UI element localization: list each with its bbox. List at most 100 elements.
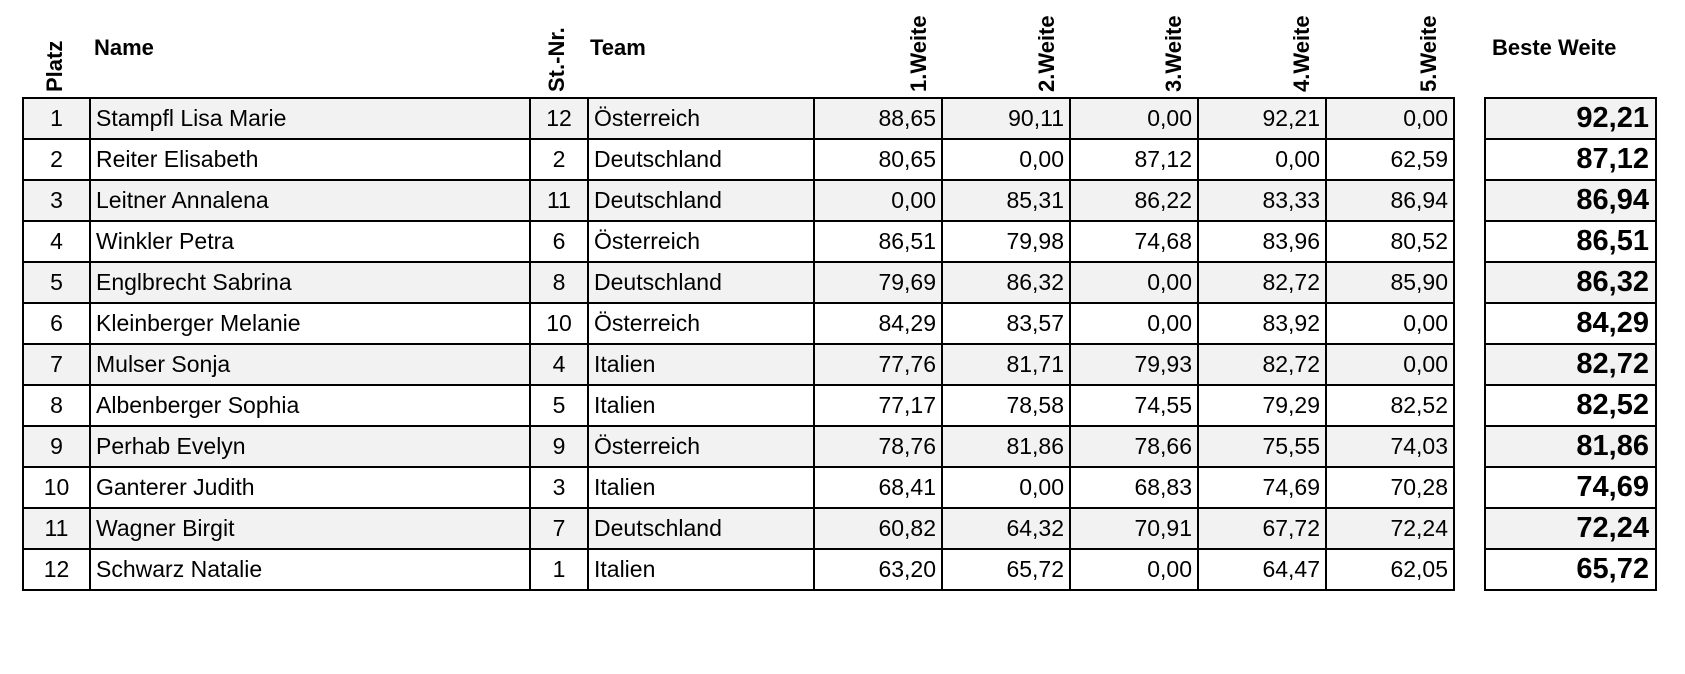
cell-team: Italien bbox=[587, 343, 815, 386]
cell-weite-3: 68,83 bbox=[1069, 466, 1199, 509]
cell-platz: 9 bbox=[22, 425, 91, 468]
table-row: 5 Englbrecht Sabrina 8 Deutschland 79,69 86,3… bbox=[22, 261, 1455, 304]
cell-platz: 4 bbox=[22, 220, 91, 263]
cell-weite-1: 86,51 bbox=[813, 220, 943, 263]
cell-weite-3: 78,66 bbox=[1069, 425, 1199, 468]
cell-team: Österreich bbox=[587, 425, 815, 468]
cell-weite-1: 60,82 bbox=[813, 507, 943, 550]
cell-weite-1: 0,00 bbox=[813, 179, 943, 222]
header-weite-3-label: 3.Weite bbox=[1161, 15, 1186, 92]
cell-team: Österreich bbox=[587, 302, 815, 345]
cell-startnummer: 7 bbox=[529, 507, 589, 550]
header-weite-2-label: 2.Weite bbox=[1034, 15, 1059, 92]
cell-team: Italien bbox=[587, 466, 815, 509]
cell-weite-3: 74,68 bbox=[1069, 220, 1199, 263]
header-platz: Platz bbox=[22, 0, 88, 96]
cell-weite-4: 83,96 bbox=[1197, 220, 1327, 263]
header-stnr-label: St.-Nr. bbox=[544, 27, 569, 92]
table-row: 12 Schwarz Natalie 1 Italien 63,20 65,72 0,00 6… bbox=[22, 548, 1455, 591]
cell-beste-weite: 84,29 bbox=[1484, 302, 1657, 345]
cell-beste-weite: 82,52 bbox=[1484, 384, 1657, 427]
cell-beste-weite: 86,32 bbox=[1484, 261, 1657, 304]
table-row: 6 Kleinberger Melanie 10 Österreich 84,29 83,… bbox=[22, 302, 1455, 345]
table-row: 10 Ganterer Judith 3 Italien 68,41 0,00 68,83 7… bbox=[22, 466, 1455, 509]
table-row: 9 Perhab Evelyn 9 Österreich 78,76 81,86 78,66… bbox=[22, 425, 1455, 468]
cell-weite-4: 82,72 bbox=[1197, 261, 1327, 304]
table-row: 11 Wagner Birgit 7 Deutschland 60,82 64,32 70,… bbox=[22, 507, 1455, 550]
cell-weite-3: 87,12 bbox=[1069, 138, 1199, 181]
cell-weite-4: 64,47 bbox=[1197, 548, 1327, 591]
cell-weite-4: 83,92 bbox=[1197, 302, 1327, 345]
cell-name: Stampfl Lisa Marie bbox=[89, 97, 531, 140]
cell-name: Perhab Evelyn bbox=[89, 425, 531, 468]
cell-name: Ganterer Judith bbox=[89, 466, 531, 509]
cell-beste-weite: 86,94 bbox=[1484, 179, 1657, 222]
cell-weite-1: 68,41 bbox=[813, 466, 943, 509]
cell-team: Italien bbox=[587, 384, 815, 427]
cell-platz: 6 bbox=[22, 302, 91, 345]
cell-name: Englbrecht Sabrina bbox=[89, 261, 531, 304]
best-row: 84,29 bbox=[1484, 302, 1657, 345]
cell-platz: 10 bbox=[22, 466, 91, 509]
cell-weite-5: 72,24 bbox=[1325, 507, 1455, 550]
cell-platz: 8 bbox=[22, 384, 91, 427]
cell-name: Leitner Annalena bbox=[89, 179, 531, 222]
cell-startnummer: 1 bbox=[529, 548, 589, 591]
header-team-label: Team bbox=[590, 35, 646, 60]
best-row: 74,69 bbox=[1484, 466, 1657, 509]
best-row: 87,12 bbox=[1484, 138, 1657, 181]
cell-weite-2: 78,58 bbox=[941, 384, 1071, 427]
cell-beste-weite: 82,72 bbox=[1484, 343, 1657, 386]
cell-startnummer: 5 bbox=[529, 384, 589, 427]
cell-weite-2: 86,32 bbox=[941, 261, 1071, 304]
cell-weite-1: 88,65 bbox=[813, 97, 943, 140]
best-row: 82,72 bbox=[1484, 343, 1657, 386]
header-weite-3: 3.Weite bbox=[1143, 0, 1205, 96]
cell-weite-5: 0,00 bbox=[1325, 97, 1455, 140]
best-row: 92,21 bbox=[1484, 97, 1657, 140]
cell-weite-3: 0,00 bbox=[1069, 97, 1199, 140]
cell-weite-1: 79,69 bbox=[813, 261, 943, 304]
cell-beste-weite: 72,24 bbox=[1484, 507, 1657, 550]
header-beste-weite: Beste Weite bbox=[1492, 0, 1685, 96]
cell-weite-2: 65,72 bbox=[941, 548, 1071, 591]
cell-name: Albenberger Sophia bbox=[89, 384, 531, 427]
results-table: 1 Stampfl Lisa Marie 12 Österreich 88,65 90,1… bbox=[22, 97, 1455, 591]
cell-team: Deutschland bbox=[587, 507, 815, 550]
cell-weite-2: 83,57 bbox=[941, 302, 1071, 345]
cell-team: Deutschland bbox=[587, 138, 815, 181]
cell-weite-4: 0,00 bbox=[1197, 138, 1327, 181]
cell-weite-4: 92,21 bbox=[1197, 97, 1327, 140]
cell-beste-weite: 81,86 bbox=[1484, 425, 1657, 468]
cell-name: Kleinberger Melanie bbox=[89, 302, 531, 345]
cell-weite-1: 77,76 bbox=[813, 343, 943, 386]
best-row: 82,52 bbox=[1484, 384, 1657, 427]
cell-startnummer: 2 bbox=[529, 138, 589, 181]
header-weite-5-label: 5.Weite bbox=[1416, 15, 1441, 92]
header-beste-weite-label: Beste Weite bbox=[1492, 35, 1617, 60]
cell-weite-1: 78,76 bbox=[813, 425, 943, 468]
best-row: 72,24 bbox=[1484, 507, 1657, 550]
table-row: 8 Albenberger Sophia 5 Italien 77,17 78,58 74,… bbox=[22, 384, 1455, 427]
table-row: 3 Leitner Annalena 11 Deutschland 0,00 85,31 8… bbox=[22, 179, 1455, 222]
cell-name: Mulser Sonja bbox=[89, 343, 531, 386]
cell-weite-5: 0,00 bbox=[1325, 343, 1455, 386]
header-weite-1: 1.Weite bbox=[888, 0, 950, 96]
cell-team: Österreich bbox=[587, 97, 815, 140]
cell-weite-5: 80,52 bbox=[1325, 220, 1455, 263]
cell-weite-2: 81,86 bbox=[941, 425, 1071, 468]
cell-weite-5: 0,00 bbox=[1325, 302, 1455, 345]
cell-weite-5: 86,94 bbox=[1325, 179, 1455, 222]
cell-weite-5: 62,05 bbox=[1325, 548, 1455, 591]
cell-weite-3: 79,93 bbox=[1069, 343, 1199, 386]
cell-name: Wagner Birgit bbox=[89, 507, 531, 550]
cell-beste-weite: 65,72 bbox=[1484, 548, 1657, 591]
cell-team: Italien bbox=[587, 548, 815, 591]
cell-weite-2: 0,00 bbox=[941, 466, 1071, 509]
header-weite-1-label: 1.Weite bbox=[906, 15, 931, 92]
cell-weite-3: 0,00 bbox=[1069, 302, 1199, 345]
cell-platz: 3 bbox=[22, 179, 91, 222]
header-weite-2: 2.Weite bbox=[1016, 0, 1078, 96]
best-row: 86,51 bbox=[1484, 220, 1657, 263]
header-platz-label: Platz bbox=[42, 40, 67, 92]
